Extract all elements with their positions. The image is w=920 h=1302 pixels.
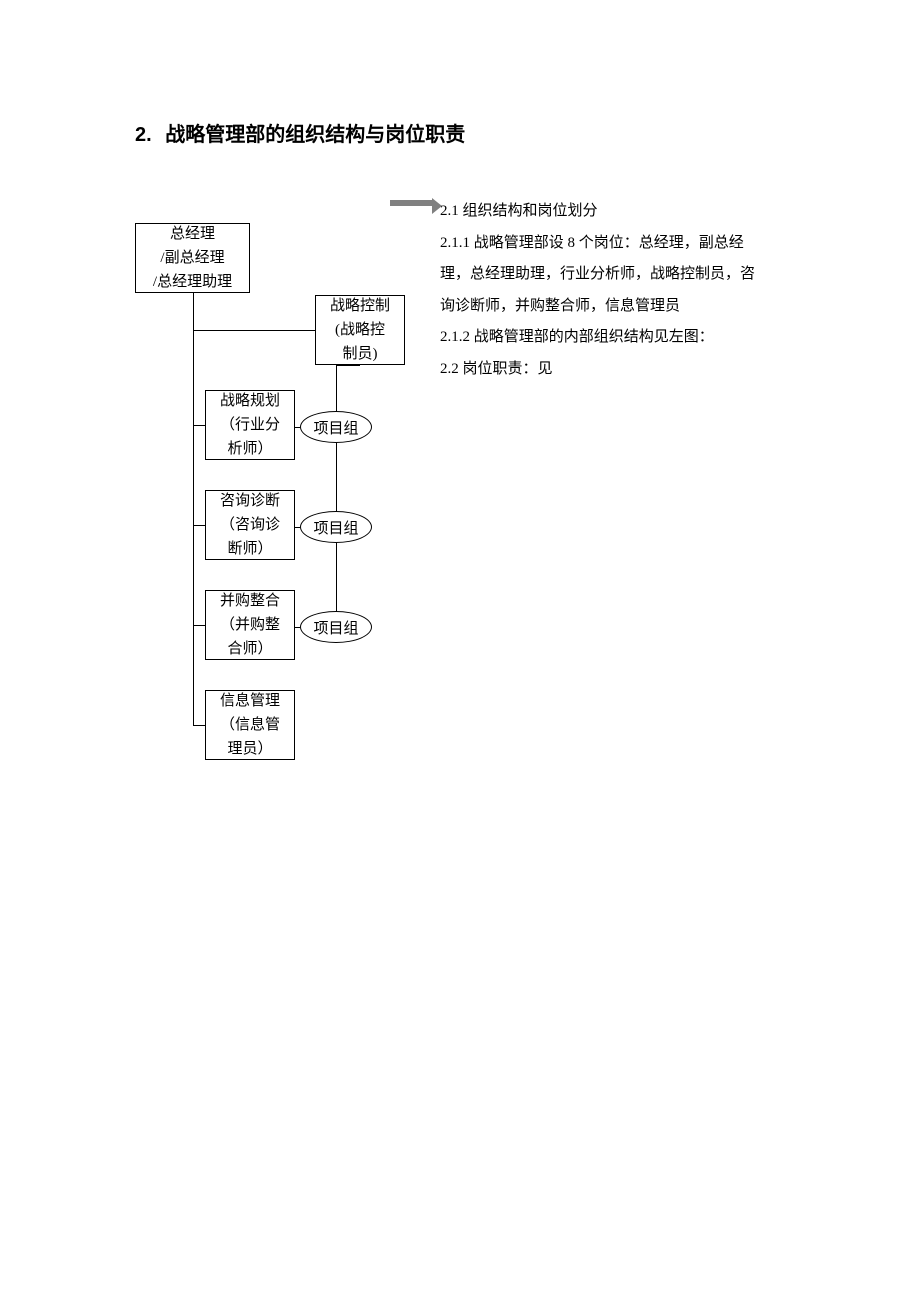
node-cons-line: 断师） — [227, 537, 272, 561]
page-title: 2. 战略管理部的组织结构与岗位职责 — [135, 118, 465, 147]
org-chart-diagram: 总经理/副总经理/总经理助理战略控制(战略控制员)战略规划（行业分析师）咨询诊断… — [135, 195, 435, 825]
node-plan-line: 战略规划 — [220, 389, 280, 413]
node-pg3-line: 项目组 — [313, 617, 358, 638]
connector-line — [193, 330, 316, 331]
node-info-line: （信息管 — [220, 713, 280, 737]
node-plan-line: 析师） — [227, 437, 272, 461]
node-root-line: /总经理助理 — [153, 270, 232, 294]
node-merg-line: 并购整合 — [220, 589, 280, 613]
node-merg-line: 合师） — [227, 637, 272, 661]
body-text-block: 2.1 组织结构和岗位划分2.1.1 战略管理部设 8 个岗位：总经理，副总经理… — [440, 196, 790, 385]
node-pg2-line: 项目组 — [313, 517, 358, 538]
node-ctrl-line: 制员) — [343, 342, 378, 366]
connector-line — [193, 425, 206, 426]
body-line: 理，总经理助理，行业分析师，战略控制员，咨 — [440, 259, 790, 291]
node-ctrl-line: (战略控 — [335, 318, 385, 342]
node-ctrl: 战略控制(战略控制员) — [315, 295, 405, 365]
node-plan: 战略规划（行业分析师） — [205, 390, 295, 460]
node-ctrl-line: 战略控制 — [330, 294, 390, 318]
node-info-line: 信息管理 — [220, 689, 280, 713]
node-root: 总经理/副总经理/总经理助理 — [135, 223, 250, 293]
node-pg2: 项目组 — [300, 511, 372, 543]
node-root-line: 总经理 — [170, 222, 215, 246]
title-number: 2. — [135, 124, 152, 146]
connector-line — [193, 625, 206, 626]
node-info-line: 理员） — [227, 737, 272, 761]
connector-line — [193, 525, 206, 526]
title-text: 战略管理部的组织结构与岗位职责 — [165, 124, 465, 146]
node-info: 信息管理（信息管理员） — [205, 690, 295, 760]
node-merg: 并购整合（并购整合师） — [205, 590, 295, 660]
node-cons: 咨询诊断（咨询诊断师） — [205, 490, 295, 560]
body-line: 询诊断师，并购整合师，信息管理员 — [440, 291, 790, 323]
node-merg-line: （并购整 — [220, 613, 280, 637]
node-cons-line: （咨询诊 — [220, 513, 280, 537]
node-root-line: /副总经理 — [160, 246, 224, 270]
body-line: 2.1.2 战略管理部的内部组织结构见左图： — [440, 322, 790, 354]
node-cons-line: 咨询诊断 — [220, 489, 280, 513]
connector-line — [336, 443, 337, 511]
body-line: 2.2 岗位职责：见 — [440, 354, 790, 386]
connector-line — [336, 365, 337, 411]
body-line: 2.1 组织结构和岗位划分 — [440, 196, 790, 228]
node-pg3: 项目组 — [300, 611, 372, 643]
connector-line — [336, 543, 337, 611]
connector-line — [193, 293, 194, 725]
node-plan-line: （行业分 — [220, 413, 280, 437]
node-pg1-line: 项目组 — [313, 417, 358, 438]
node-pg1: 项目组 — [300, 411, 372, 443]
body-line: 2.1.1 战略管理部设 8 个岗位：总经理，副总经 — [440, 228, 790, 260]
connector-line — [193, 725, 206, 726]
